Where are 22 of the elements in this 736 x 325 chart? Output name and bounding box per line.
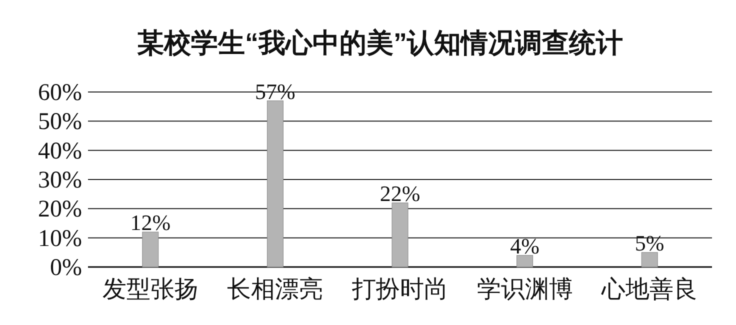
y-tick-label: 20%	[38, 196, 82, 223]
bar	[516, 255, 534, 268]
y-tick-label: 50%	[38, 109, 82, 136]
x-tick-label: 长相漂亮	[227, 276, 324, 303]
y-tick-label: 30%	[38, 168, 82, 194]
x-tick-label: 打扮时尚	[351, 277, 448, 303]
x-tick-label: 发型张扬	[102, 277, 198, 303]
data-label: 22%	[380, 180, 420, 206]
data-label: 12%	[130, 210, 171, 235]
y-tick-label: 60%	[38, 80, 82, 106]
y-tick-label: 10%	[38, 226, 82, 252]
bar	[142, 232, 159, 268]
bar	[392, 202, 408, 268]
bar	[641, 252, 658, 268]
x-tick-label: 心地善良	[600, 276, 698, 303]
y-tick-label: 0%	[50, 255, 82, 281]
data-label: 4%	[510, 233, 540, 258]
data-label: 5%	[634, 230, 664, 256]
chart-title: 某校学生“我心中的美”认知情况调查统计	[137, 28, 623, 58]
bar	[266, 100, 284, 268]
x-tick-label: 学识渊博	[476, 277, 573, 303]
y-tick-label: 40%	[38, 138, 82, 164]
